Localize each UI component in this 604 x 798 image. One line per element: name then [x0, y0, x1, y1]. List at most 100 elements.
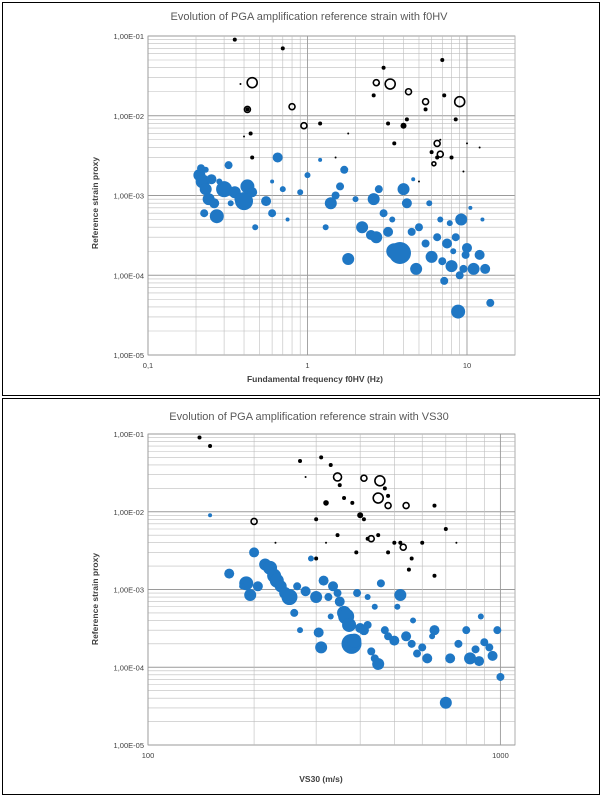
- black-point: [347, 132, 350, 135]
- blue-point: [467, 262, 480, 275]
- hollow-point: [372, 78, 381, 87]
- blue-point: [379, 209, 388, 218]
- chart-panel-vs30: 1,00E-05 1,00E-04 1,00E-03 1,00E-02 1,00E-01…: [2, 398, 600, 795]
- black-point: [478, 146, 481, 149]
- blue-point: [209, 209, 224, 224]
- blue-point: [485, 643, 494, 652]
- black-point: [232, 37, 237, 42]
- blue-point: [426, 200, 433, 207]
- y-tick-label: 1,00E-03: [114, 586, 144, 595]
- chart-panel-f0hv: 1,00E-05 1,00E-04 1,00E-03 1,00E-02 1,00E-01…: [2, 2, 600, 396]
- blue-point: [353, 589, 362, 598]
- hollow-point: [453, 95, 466, 108]
- blue-point: [297, 627, 304, 634]
- blue-point: [397, 183, 410, 196]
- blue-point: [227, 200, 234, 207]
- chart-vs30: 1,00E-05 1,00E-04 1,00E-03 1,00E-02 1,00E-01…: [90, 411, 516, 784]
- x-axis-label: VS30 (m/s): [299, 774, 343, 784]
- blue-point: [268, 209, 277, 218]
- blue-point: [414, 223, 423, 232]
- black-point: [406, 567, 411, 572]
- black-point: [449, 155, 454, 160]
- y-tick-label: 1,00E-05: [114, 351, 144, 360]
- blue-point: [418, 643, 427, 652]
- blue-point: [487, 650, 498, 661]
- blue-point: [297, 189, 304, 196]
- hollow-point: [402, 501, 410, 510]
- blue-point: [454, 639, 463, 648]
- black-point: [243, 135, 246, 138]
- black-point: [440, 58, 445, 63]
- blue-point: [438, 257, 447, 266]
- y-tick-label: 1,00E-02: [114, 112, 144, 121]
- blue-point: [468, 205, 473, 210]
- blue-point: [450, 248, 457, 255]
- y-tick-label: 1,00E-04: [114, 271, 144, 280]
- x-tick-label: 1: [305, 361, 309, 370]
- blue-point: [480, 263, 491, 274]
- black-point: [442, 93, 447, 98]
- blue-point: [367, 193, 380, 206]
- black-point: [392, 141, 397, 146]
- black-point: [274, 541, 277, 544]
- blue-point: [480, 638, 489, 647]
- black-point: [386, 493, 391, 498]
- hollow-point: [436, 150, 445, 158]
- blue-point: [318, 575, 329, 586]
- y-tick-label: 1,00E-01: [114, 32, 144, 41]
- blue-point: [239, 583, 246, 590]
- blue-point: [261, 196, 272, 207]
- blue-point: [235, 192, 254, 211]
- blue-point: [410, 262, 423, 275]
- blue-point: [322, 224, 329, 231]
- blue-point: [285, 217, 290, 222]
- blue-point: [429, 625, 440, 636]
- blue-point: [313, 627, 324, 638]
- black-point: [298, 458, 303, 463]
- blue-point: [327, 613, 334, 620]
- blue-point: [462, 626, 471, 635]
- blue-point: [364, 594, 371, 601]
- blue-point: [464, 652, 477, 665]
- hollow-point: [431, 160, 437, 167]
- blue-point: [401, 631, 412, 642]
- blue-point: [304, 172, 311, 179]
- x-tick-label: 100: [142, 751, 155, 760]
- black-point: [334, 156, 337, 159]
- blue-point: [334, 596, 345, 607]
- hollow-point: [367, 534, 376, 543]
- blue-point: [401, 198, 412, 209]
- blue-point: [389, 635, 400, 646]
- blue-point: [440, 276, 449, 285]
- blue-point: [347, 633, 362, 648]
- blue-point: [471, 645, 480, 654]
- blue-point: [281, 589, 298, 606]
- blue-point: [496, 672, 505, 681]
- blue-point: [300, 586, 311, 597]
- blue-point: [244, 588, 257, 601]
- black-point: [381, 65, 386, 70]
- blue-point: [372, 658, 385, 671]
- blue-point: [252, 581, 263, 592]
- blue-point: [331, 191, 340, 200]
- blue-point: [293, 582, 302, 591]
- black-point: [420, 540, 425, 545]
- blue-point: [324, 593, 333, 602]
- chart-title: Evolution of PGA amplification reference…: [169, 411, 448, 423]
- hollow-point: [372, 492, 385, 504]
- blue-point: [455, 213, 468, 226]
- blue-point: [394, 603, 401, 610]
- blue-point: [451, 233, 460, 242]
- blue-point: [216, 178, 223, 185]
- black-point: [417, 180, 420, 183]
- blue-point: [389, 216, 396, 223]
- blue-point: [224, 568, 235, 579]
- blue-point: [216, 181, 233, 198]
- blue-point: [290, 608, 299, 617]
- blue-point: [206, 174, 217, 185]
- black-point: [337, 483, 342, 488]
- black-point: [439, 138, 442, 141]
- black-point: [328, 462, 333, 467]
- black-point: [208, 444, 213, 449]
- blue-point: [455, 271, 464, 280]
